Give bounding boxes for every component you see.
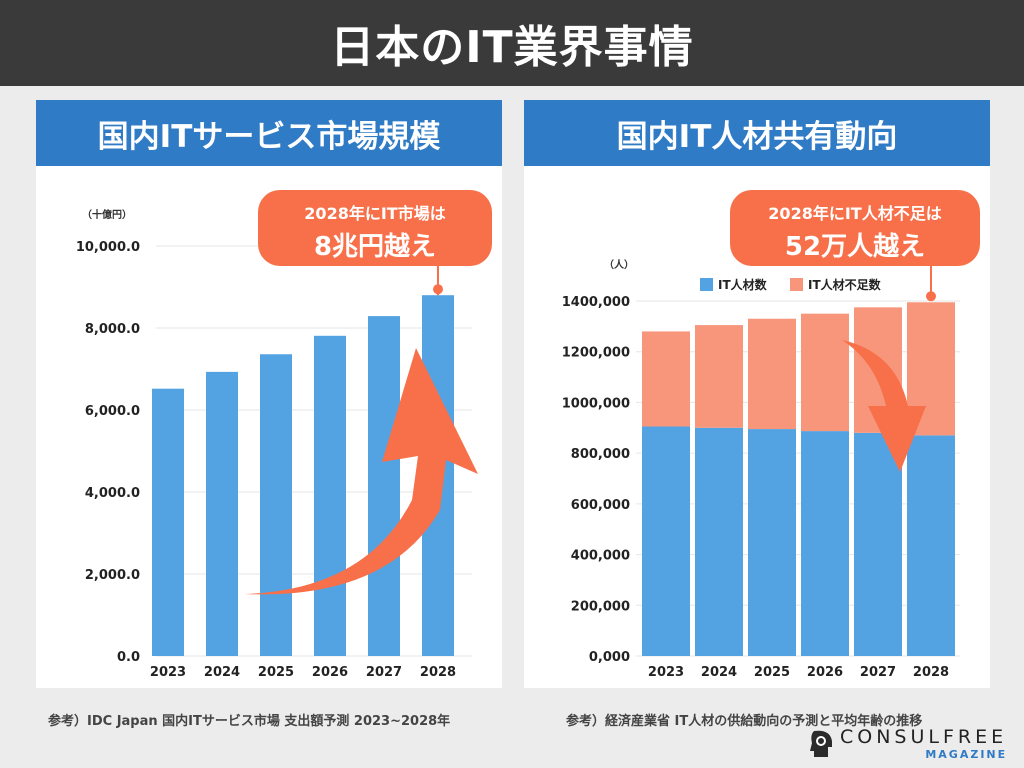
- it-talent-panel: 国内IT人材共有動向 （人） 0,000 200,000 400,000 600,000…: [524, 100, 990, 688]
- bar-it-talent-2025: [748, 429, 796, 656]
- x-tick-label: 2028: [913, 665, 949, 680]
- callout-dot: [926, 291, 936, 302]
- page-title: 日本のIT業界事情: [330, 22, 694, 73]
- bar-shortage-2024: [695, 325, 743, 428]
- bar-it-talent-2023: [642, 426, 690, 656]
- market-size-source: 参考）IDC Japan 国内ITサービス市場 支出額予測 2023~2028年: [48, 714, 451, 729]
- legend-swatch-it-talent: [700, 278, 713, 291]
- callout-line-1: 2028年にIT市場は: [304, 204, 445, 223]
- x-tick-label: 2025: [258, 665, 294, 680]
- x-tick-label: 2023: [648, 665, 684, 680]
- bar-2027: [368, 316, 400, 656]
- y-tick-label: 200,000: [571, 599, 630, 614]
- trend-arrow: [244, 348, 478, 595]
- it-talent-source: 参考）経済産業省 IT人材の供給動向の予測と平均年齢の推移: [566, 714, 923, 729]
- bar-shortage-2023: [642, 331, 690, 427]
- logo-sub-text: MAGAZINE: [925, 748, 1008, 761]
- unit-label: （十億円）: [82, 208, 132, 221]
- market-size-title: 国内ITサービス市場規模: [36, 100, 502, 166]
- x-tick-label: 2027: [860, 665, 896, 680]
- y-tick-label: 400,000: [571, 549, 630, 564]
- bar-2025: [260, 354, 292, 656]
- page-header: 日本のIT業界事情: [0, 0, 1024, 86]
- callout-dot: [433, 284, 443, 295]
- y-tick-label: 2,000.0: [85, 568, 140, 583]
- legend-swatch-shortage: [790, 278, 803, 291]
- consulfree-logo: CONSULFREE MAGAZINE: [808, 728, 1007, 760]
- x-tick-label: 2024: [204, 665, 240, 680]
- y-tick-label: 800,000: [571, 447, 630, 462]
- y-tick-label: 6,000.0: [85, 404, 140, 419]
- x-tick-label: 2024: [701, 665, 737, 680]
- bar-shortage-2026: [801, 313, 849, 432]
- logo-main-text: CONSULFREE: [840, 726, 1008, 748]
- bar-it-talent-2028: [907, 435, 955, 656]
- y-tick-label: 0.0: [117, 650, 140, 665]
- bar-2023: [152, 388, 184, 656]
- y-tick-label: 1000,000: [562, 396, 630, 411]
- y-tick-label: 8,000.0: [85, 322, 140, 337]
- market-size-chart: （十億円） 0.0 2,000.0 4,000.0 6,000.0 8,000.0 10,0…: [76, 190, 492, 680]
- y-tick-label: 10,000.0: [76, 240, 140, 255]
- bar-it-talent-2027: [854, 432, 902, 656]
- y-tick-label: 1400,000: [562, 295, 630, 310]
- market-size-panel: 国内ITサービス市場規模 （十億円） 0.0 2,000.0 4,000.0 6,000…: [36, 100, 502, 688]
- bar-shortage-2025: [748, 318, 796, 430]
- callout-bubble: [730, 190, 980, 266]
- it-talent-title: 国内IT人材共有動向: [524, 100, 990, 166]
- bar-it-talent-2026: [801, 431, 849, 656]
- legend-label-it-talent: IT人材数: [718, 277, 768, 292]
- bar-it-talent-2024: [695, 427, 743, 656]
- head-gear-icon: [810, 730, 832, 757]
- x-tick-label: 2026: [312, 665, 348, 680]
- y-tick-label: 4,000.0: [85, 486, 140, 501]
- trend-arrow-down: [842, 340, 926, 472]
- callout-line-2: 52万人越え: [785, 232, 925, 262]
- y-tick-label: 1200,000: [562, 346, 630, 361]
- x-tick-label: 2023: [150, 665, 186, 680]
- bar-2026: [314, 335, 346, 656]
- legend-label-shortage: IT人材不足数: [808, 277, 882, 292]
- callout-bubble: [258, 190, 492, 266]
- y-tick-label: 600,000: [571, 498, 630, 513]
- x-tick-label: 2026: [807, 665, 843, 680]
- callout-line-1: 2028年にIT人材不足は: [768, 204, 941, 223]
- unit-label: （人）: [604, 258, 634, 271]
- x-tick-label: 2027: [366, 665, 402, 680]
- x-tick-label: 2028: [420, 665, 456, 680]
- callout-line-2: 8兆円越え: [314, 232, 436, 262]
- it-talent-chart: （人） 0,000 200,000 400,000 600,000 800,000 1000…: [562, 190, 980, 680]
- x-tick-label: 2025: [754, 665, 790, 680]
- y-tick-label: 0,000: [589, 650, 630, 665]
- bar-2024: [206, 371, 238, 656]
